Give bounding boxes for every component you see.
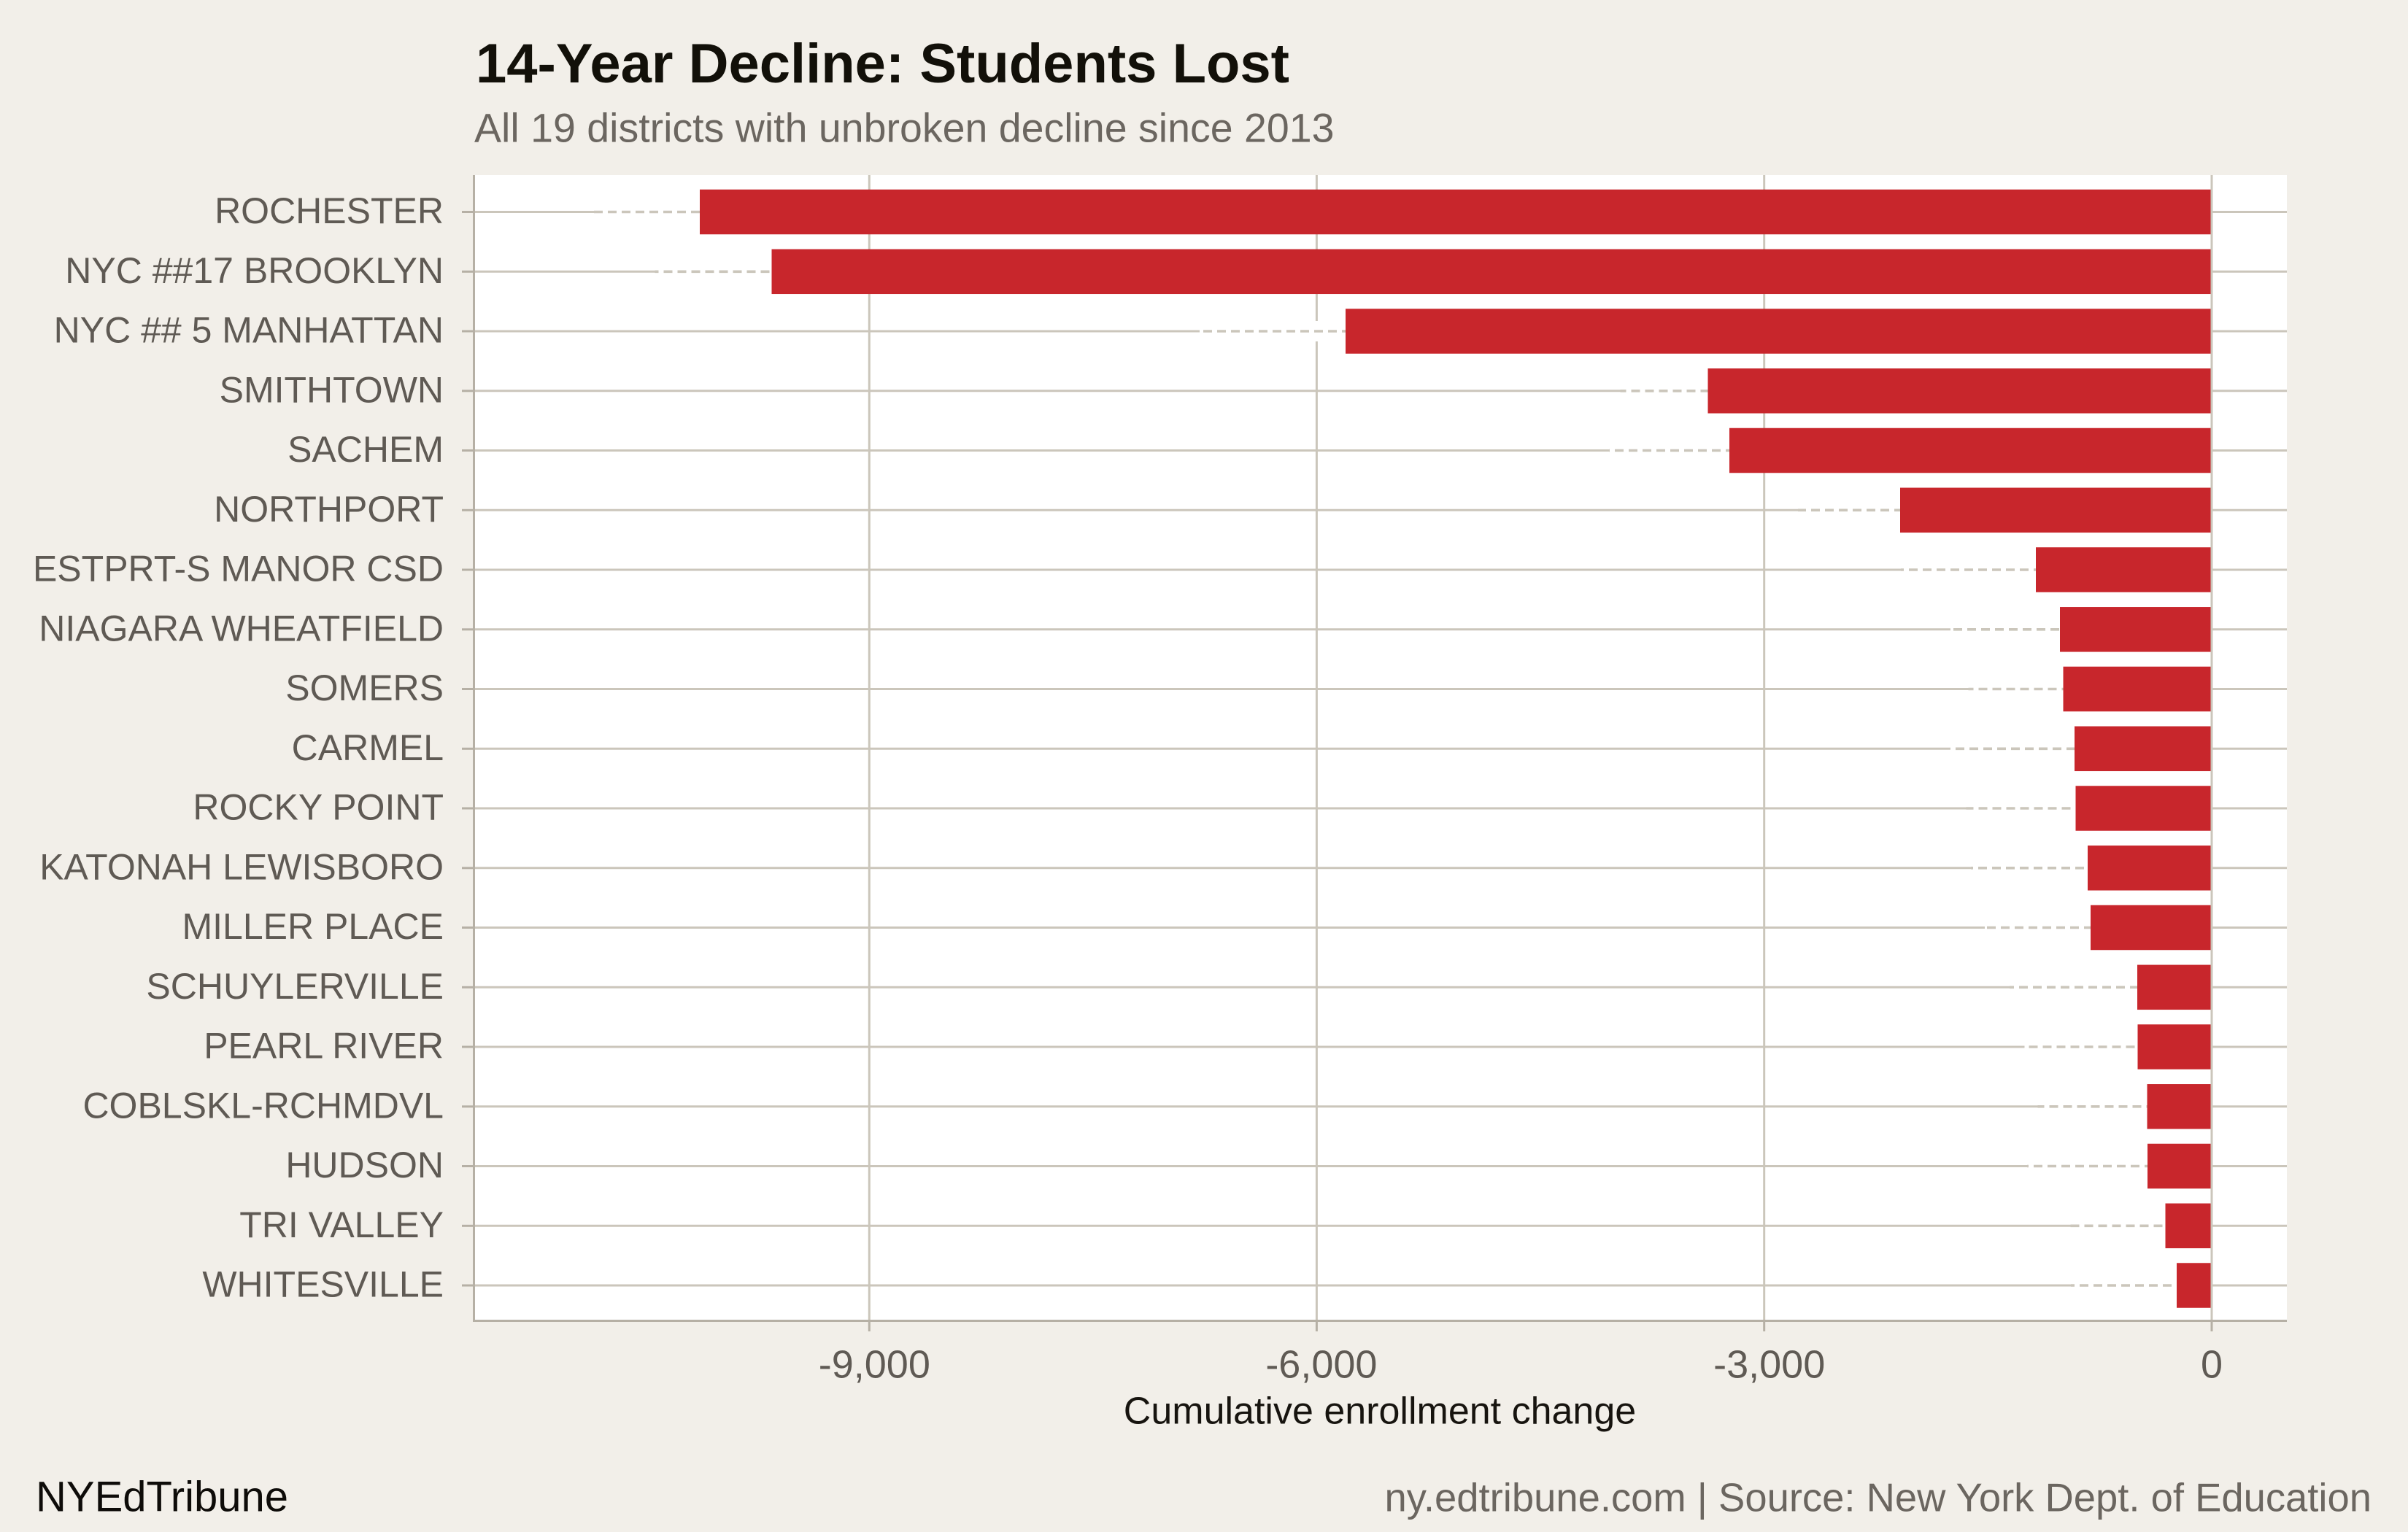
svg-text:SOMERS: SOMERS: [285, 668, 444, 708]
svg-text:NYEdTribune: NYEdTribune: [36, 1474, 288, 1521]
svg-text:All 19 districts with unbroken: All 19 districts with unbroken decline s…: [474, 106, 1334, 151]
svg-text:SCHUYLERVILLE: SCHUYLERVILLE: [146, 966, 444, 1007]
svg-text:ROCKY POINT: ROCKY POINT: [193, 787, 444, 828]
svg-text:Cumulative enrollment change: Cumulative enrollment change: [1124, 1390, 1636, 1433]
svg-text:NYC ##17 BROOKLYN: NYC ##17 BROOKLYN: [65, 250, 444, 291]
svg-text:0: 0: [2201, 1343, 2223, 1387]
svg-text:-6,000: -6,000: [1265, 1343, 1377, 1387]
svg-text:NYC ## 5 MANHATTAN: NYC ## 5 MANHATTAN: [54, 310, 444, 351]
svg-text:KATONAH LEWISBORO: KATONAH LEWISBORO: [39, 846, 444, 887]
svg-text:14-Year Decline: Students Lost: 14-Year Decline: Students Lost: [476, 33, 1289, 95]
svg-text:NORTHPORT: NORTHPORT: [214, 489, 444, 530]
svg-text:ny.edtribune.com | Source: New: ny.edtribune.com | Source: New York Dept…: [1385, 1475, 2372, 1520]
svg-text:COBLSKL-RCHMDVL: COBLSKL-RCHMDVL: [82, 1085, 444, 1126]
svg-text:SACHEM: SACHEM: [288, 429, 444, 470]
svg-text:-3,000: -3,000: [1713, 1343, 1825, 1387]
svg-text:ESTPRT-S MANOR CSD: ESTPRT-S MANOR CSD: [33, 549, 444, 589]
svg-text:CARMEL: CARMEL: [292, 727, 444, 768]
svg-text:HUDSON: HUDSON: [285, 1145, 444, 1185]
svg-text:-9,000: -9,000: [819, 1343, 930, 1387]
svg-text:ROCHESTER: ROCHESTER: [215, 190, 444, 231]
svg-text:SMITHTOWN: SMITHTOWN: [220, 369, 444, 410]
svg-text:TRI VALLEY: TRI VALLEY: [239, 1204, 444, 1245]
svg-text:WHITESVILLE: WHITESVILLE: [202, 1264, 444, 1305]
svg-text:MILLER PLACE: MILLER PLACE: [182, 906, 444, 947]
svg-text:PEARL RIVER: PEARL RIVER: [204, 1026, 444, 1067]
svg-text:NIAGARA WHEATFIELD: NIAGARA WHEATFIELD: [39, 608, 444, 649]
